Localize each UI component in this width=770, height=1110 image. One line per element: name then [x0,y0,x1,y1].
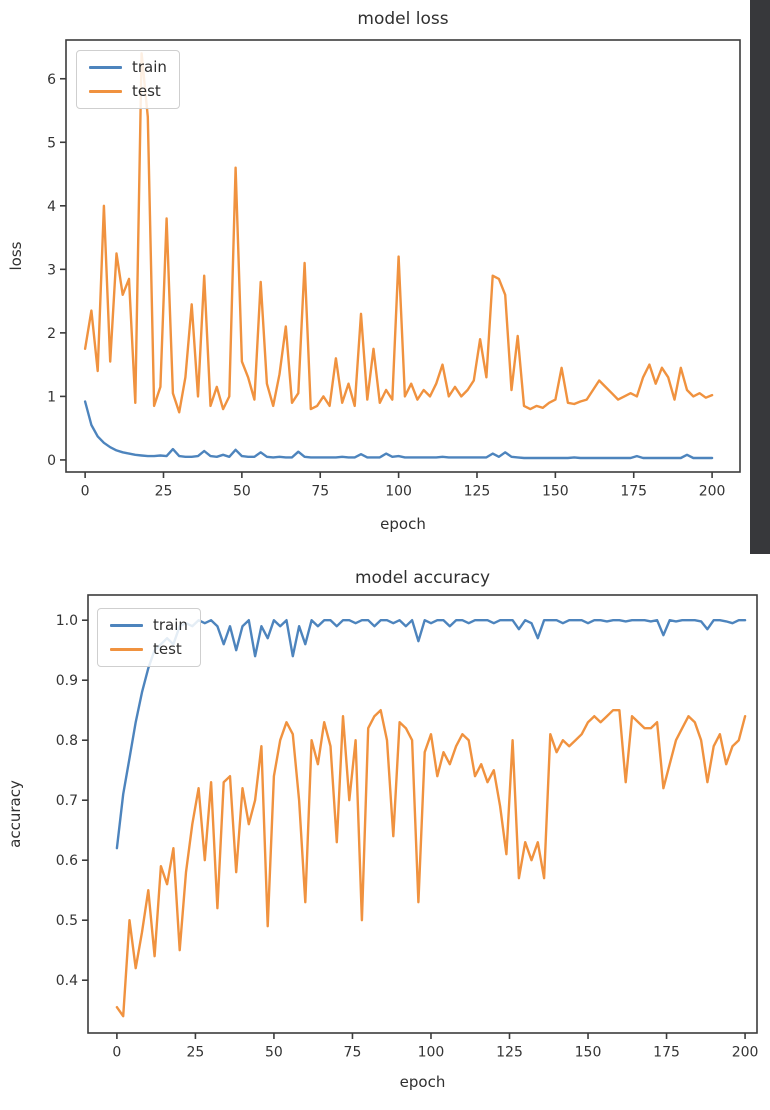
loss-train-line [83,400,714,460]
y-tick-label: 0 [47,453,56,469]
x-tick-label: 150 [575,1045,602,1061]
legend-item-test: test [110,642,188,657]
y-tick-label: 0.7 [56,793,78,809]
x-tick-label: 75 [311,484,329,500]
test-line-swatch [89,90,122,93]
x-tick-label: 50 [233,484,251,500]
x-tick-label: 50 [265,1045,283,1061]
y-tick-label: 4 [47,199,56,215]
accuracy-chart-ylabel: accuracy [6,780,24,848]
loss-test-line [83,52,714,414]
x-tick-label: 175 [620,484,647,500]
x-tick-label: 125 [496,1045,523,1061]
x-tick-label: 25 [187,1045,205,1061]
y-tick-label: 0.9 [56,673,78,689]
legend-label-train: train [132,58,167,76]
accuracy-plot: 0 25 50 75 100 125 150 175 200 0.4 0.5 0.6 0.7 0.8 0.9… [56,594,759,1061]
x-tick-label: 75 [344,1045,362,1061]
legend-label-test: test [132,82,161,100]
x-tick-label: 200 [732,1045,759,1061]
loss-chart-legend: train test [76,50,180,109]
accuracy-test-line [115,709,747,1018]
y-tick-label: 0.8 [56,733,78,749]
x-tick-label: 25 [155,484,173,500]
y-tick-label: 2 [47,326,56,342]
accuracy-chart-xlabel: epoch [399,1073,446,1091]
y-tick-label: 6 [47,72,56,88]
background-window-dark-strip [750,0,770,554]
legend-item-train: train [89,60,167,75]
loss-chart-xlabel: epoch [380,515,426,533]
x-tick-label: 100 [385,484,412,500]
y-tick-label: 5 [47,135,56,151]
legend-label-train: train [153,616,188,634]
test-line-swatch [110,648,143,651]
x-tick-label: 0 [112,1045,121,1061]
x-tick-label: 200 [699,484,726,500]
y-tick-label: 1 [47,389,56,405]
accuracy-train-line [115,619,747,850]
y-tick-label: 0.6 [56,853,78,869]
accuracy-chart-legend: train test [97,608,201,667]
x-tick-label: 100 [418,1045,445,1061]
y-tick-label: 0.4 [56,973,78,989]
x-tick-label: 0 [81,484,90,500]
x-tick-label: 175 [653,1045,680,1061]
legend-item-train: train [110,618,188,633]
x-tick-label: 150 [542,484,569,500]
train-line-swatch [110,624,143,627]
legend-item-test: test [89,84,167,99]
accuracy-chart-title: model accuracy [354,568,491,588]
y-tick-label: 1.0 [56,613,78,629]
x-tick-label: 125 [464,484,491,500]
y-tick-label: 0.5 [56,913,78,929]
loss-axes-frame [65,39,741,473]
train-line-swatch [89,66,122,69]
loss-chart-ylabel: loss [7,241,25,271]
y-tick-label: 3 [47,262,56,278]
legend-label-test: test [153,640,182,658]
accuracy-axes-frame [87,594,758,1034]
loss-chart-title: model loss [357,9,449,29]
loss-plot: 0 25 50 75 100 125 150 175 200 0 1 2 3 4 5 6 [47,39,741,500]
